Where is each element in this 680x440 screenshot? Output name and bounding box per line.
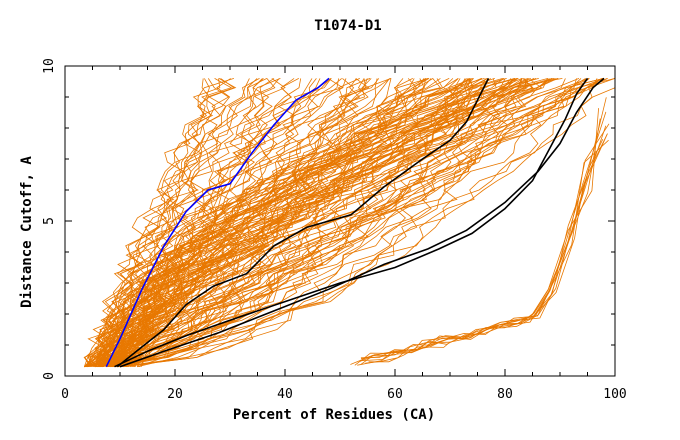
model-curve	[116, 78, 473, 368]
highlighted-black-curve-3	[119, 77, 605, 368]
model-curve	[100, 78, 604, 368]
model-curve	[125, 78, 415, 368]
model-curve	[114, 78, 432, 367]
y-axis: 0 5 10	[42, 58, 615, 380]
highlighted-black-curve-2	[114, 77, 589, 368]
model-curve	[113, 78, 598, 367]
model-curve	[130, 78, 355, 368]
y-axis-label: Distance Cutoff, A	[19, 156, 35, 308]
model-curve	[111, 78, 442, 368]
x-tick-label: 60	[387, 387, 403, 402]
model-curve	[95, 78, 523, 367]
model-curve	[95, 78, 577, 368]
x-axis: 0 20 40 60 80 100	[61, 66, 627, 402]
x-axis-label: Percent of Residues (CA)	[233, 407, 435, 423]
model-curve	[105, 78, 507, 367]
model-curve	[95, 78, 321, 368]
y-tick-label: 10	[42, 58, 57, 74]
model-curve	[111, 78, 506, 368]
model-curve	[126, 78, 529, 368]
x-tick-label: 0	[61, 387, 69, 402]
model-curve	[83, 78, 616, 367]
x-tick-label: 100	[603, 387, 626, 402]
model-curve	[112, 78, 523, 368]
low-cluster-curve	[360, 108, 599, 359]
model-curve	[115, 78, 474, 367]
model-curve	[112, 78, 270, 367]
model-curve	[116, 78, 485, 367]
highlighted-black-curve-1	[116, 78, 490, 368]
model-curve	[93, 78, 235, 368]
model-curve	[109, 78, 444, 367]
model-curve	[108, 78, 603, 367]
model-curve	[106, 78, 268, 367]
x-tick-label: 20	[167, 387, 183, 402]
model-curve	[118, 78, 616, 368]
model-curve	[101, 78, 590, 368]
model-curve	[96, 78, 515, 368]
model-curve	[84, 78, 286, 368]
model-curve	[123, 78, 604, 368]
model-curve	[103, 78, 372, 368]
model-curve	[98, 78, 392, 368]
model-curve	[107, 78, 603, 368]
model-curve	[89, 78, 434, 367]
y-tick-label: 5	[42, 217, 57, 225]
low-cluster-curve	[357, 139, 609, 366]
highlighted-series-layer	[105, 77, 605, 368]
model-curve	[117, 78, 535, 368]
model-curve	[131, 78, 347, 367]
model-curve	[84, 78, 371, 367]
model-curve	[107, 78, 459, 368]
model-curve	[125, 78, 580, 368]
x-tick-label: 40	[277, 387, 293, 402]
model-curve	[116, 78, 492, 368]
model-curve	[121, 78, 210, 367]
model-curve	[137, 78, 528, 368]
model-curve	[126, 78, 429, 367]
model-curve	[87, 78, 518, 368]
model-curve	[111, 78, 604, 367]
model-curve	[109, 78, 369, 368]
low-cluster-curve	[354, 125, 607, 366]
model-curve	[92, 78, 281, 367]
highlighted-blue-curve	[105, 77, 330, 368]
model-curve	[94, 78, 522, 368]
model-curve	[99, 78, 378, 368]
model-curve	[96, 78, 390, 367]
series-layer	[83, 78, 616, 368]
y-tick-label: 0	[42, 372, 57, 380]
model-curve	[98, 78, 539, 367]
model-curve	[96, 78, 459, 368]
model-curve	[105, 78, 426, 368]
model-curve	[84, 78, 527, 367]
x-tick-label: 80	[497, 387, 513, 402]
low-cluster-curve	[365, 111, 607, 364]
model-curve	[96, 78, 280, 367]
chart-title: T1074-D1	[314, 18, 381, 34]
